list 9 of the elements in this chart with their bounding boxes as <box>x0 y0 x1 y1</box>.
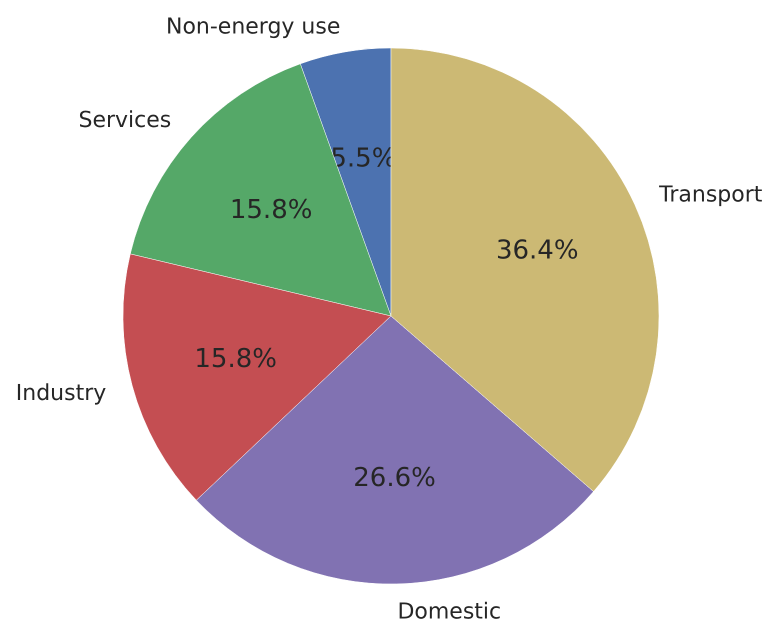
slice-label: Domestic <box>397 599 502 623</box>
data-label: 26.6% <box>353 462 436 493</box>
slice-label: Services <box>78 108 172 134</box>
slice-label: Industry <box>16 381 106 406</box>
slice-label: Transport <box>658 182 763 208</box>
slice-label: Non-energy use <box>166 14 340 40</box>
data-label: 36.4% <box>496 235 579 266</box>
data-label: 15.8% <box>194 344 277 374</box>
data-label: 15.8% <box>230 194 312 225</box>
